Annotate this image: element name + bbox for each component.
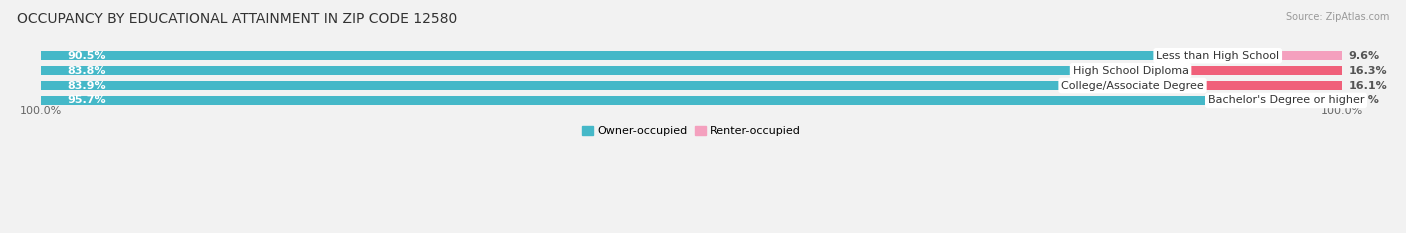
Text: 95.7%: 95.7% [67, 96, 105, 106]
Bar [41, 66, 1341, 75]
Text: 9.6%: 9.6% [1348, 51, 1379, 61]
Text: College/Associate Degree: College/Associate Degree [1062, 81, 1204, 91]
Bar [1218, 51, 1341, 60]
Text: 100.0%: 100.0% [1320, 106, 1362, 116]
Bar [41, 81, 1341, 90]
Bar [41, 66, 1132, 75]
Bar [1286, 96, 1341, 105]
Text: 90.5%: 90.5% [67, 51, 105, 61]
Text: 16.1%: 16.1% [1348, 81, 1388, 91]
Bar [41, 96, 1286, 105]
Text: 100.0%: 100.0% [20, 106, 62, 116]
Bar [41, 51, 1341, 60]
Text: High School Diploma: High School Diploma [1073, 66, 1188, 76]
Text: 83.9%: 83.9% [67, 81, 105, 91]
Text: Source: ZipAtlas.com: Source: ZipAtlas.com [1285, 12, 1389, 22]
Text: Bachelor's Degree or higher: Bachelor's Degree or higher [1208, 96, 1364, 106]
Bar [1132, 81, 1341, 90]
Text: 4.3%: 4.3% [1348, 96, 1379, 106]
Text: Less than High School: Less than High School [1156, 51, 1279, 61]
Text: 16.3%: 16.3% [1348, 66, 1388, 76]
Text: 83.8%: 83.8% [67, 66, 105, 76]
Bar [41, 81, 1132, 90]
Bar [41, 96, 1341, 105]
Legend: Owner-occupied, Renter-occupied: Owner-occupied, Renter-occupied [578, 121, 806, 140]
Bar [1130, 66, 1341, 75]
Text: OCCUPANCY BY EDUCATIONAL ATTAINMENT IN ZIP CODE 12580: OCCUPANCY BY EDUCATIONAL ATTAINMENT IN Z… [17, 12, 457, 26]
Bar [41, 51, 1219, 60]
